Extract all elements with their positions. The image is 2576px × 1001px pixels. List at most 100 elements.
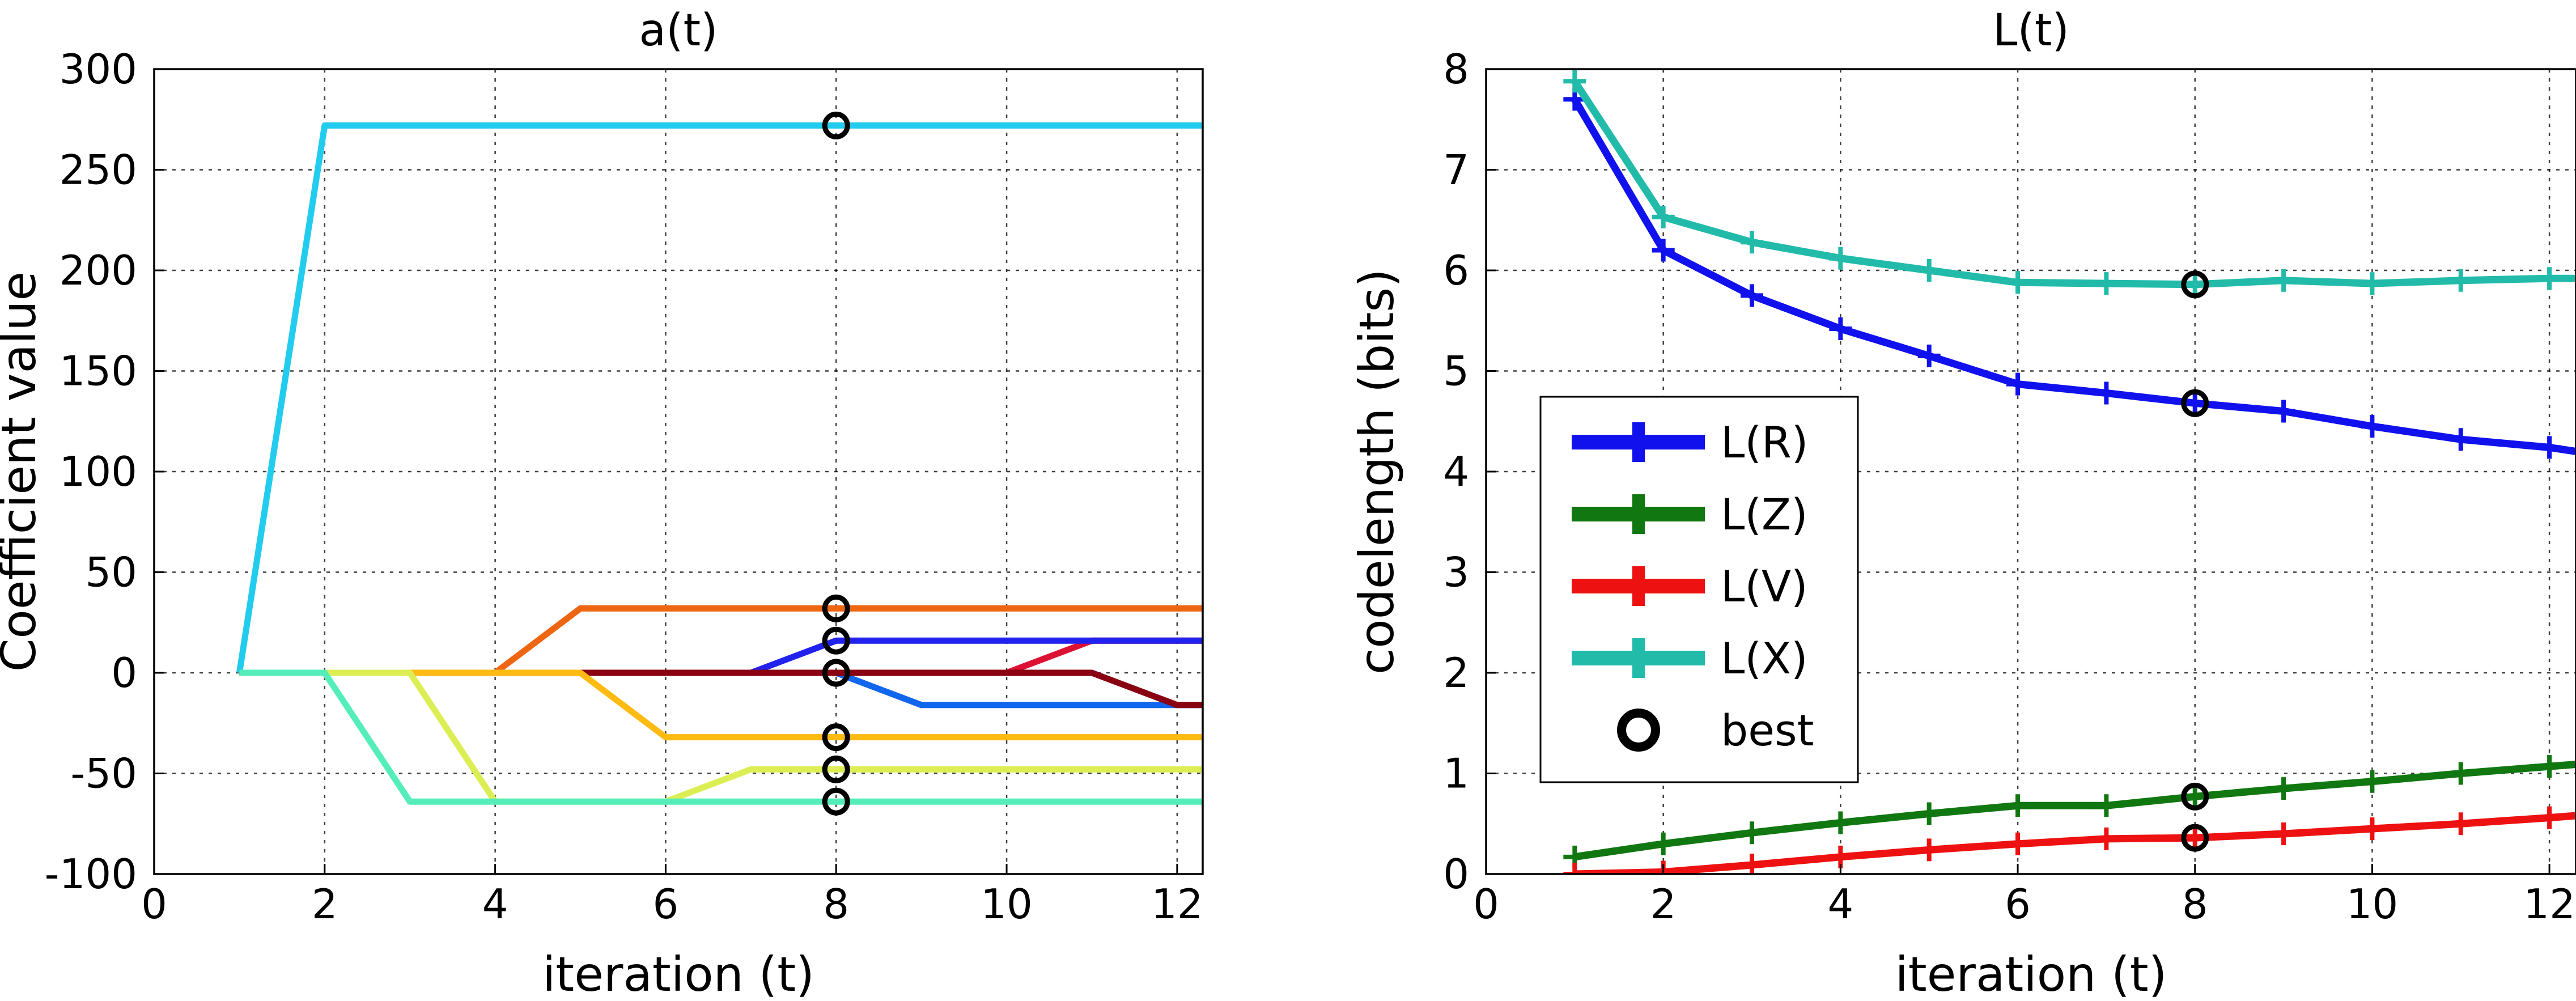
y-axis-label: codelength (bits) [1349, 269, 1404, 675]
y-tick-label: -50 [70, 750, 137, 798]
data-point [2095, 794, 2118, 817]
data-point [2183, 273, 2206, 296]
legend-label: L(R) [1721, 417, 1808, 468]
y-tick-label: 3 [1443, 549, 1469, 596]
best-marker [822, 626, 850, 655]
x-axis-label: iteration (t) [1895, 947, 2167, 1001]
data-point [2449, 428, 2472, 451]
x-tick-label: 10 [981, 880, 1033, 928]
series-line-2 [239, 637, 1203, 676]
data-point [2095, 827, 2118, 850]
data-point [2272, 400, 2295, 423]
data-point [2183, 392, 2206, 415]
series-line-7 [239, 669, 1203, 805]
y-tick-label: 300 [60, 45, 137, 93]
best-marker [2181, 782, 2209, 811]
x-tick-label: 4 [1827, 880, 1853, 928]
y-tick-label: 150 [60, 347, 137, 395]
y-tick-label: 0 [111, 649, 137, 697]
x-tick-label: 6 [653, 880, 679, 928]
data-point [1563, 863, 1586, 874]
best-marker [822, 787, 850, 816]
legend-label: L(Z) [1721, 489, 1808, 540]
legend-item: L(X) [1572, 633, 1808, 684]
data-point [2361, 817, 2384, 841]
y-tick-label: 0 [1443, 850, 1469, 898]
y-tick-label: 1 [1443, 750, 1469, 798]
legend-item: L(R) [1572, 417, 1808, 468]
y-tick-label: 2 [1443, 649, 1469, 697]
data-point [2449, 812, 2472, 835]
data-point [2361, 770, 2384, 793]
x-tick-label: 6 [2005, 880, 2031, 928]
legend-item-best: best [1617, 705, 1814, 756]
data-point [1652, 205, 1675, 228]
best-marker [2181, 389, 2209, 417]
data-point [2272, 822, 2295, 845]
data-point [1829, 247, 1852, 270]
x-tick-label: 12 [1151, 880, 1203, 928]
data-point [2538, 755, 2561, 778]
chart-title: L(t) [1993, 5, 2069, 56]
data-point [1917, 802, 1941, 825]
best-marker [822, 111, 850, 139]
legend-label: best [1721, 705, 1814, 756]
x-tick-label: 0 [1473, 880, 1499, 928]
data-point [2538, 267, 2561, 290]
x-tick-label: 10 [2346, 880, 2399, 928]
data-point [2006, 372, 2030, 396]
y-tick-label: 5 [1443, 347, 1469, 395]
series-line-4 [239, 669, 1203, 709]
data-point [2183, 826, 2206, 850]
chart-title: a(t) [639, 5, 718, 56]
data-point [2272, 269, 2295, 292]
data-point [1917, 838, 1941, 862]
x-tick-label: 0 [141, 880, 167, 928]
legend-item: L(V) [1572, 561, 1808, 612]
data-point [1741, 854, 1764, 874]
y-tick-label: 100 [60, 448, 137, 495]
series-line-5 [239, 669, 1203, 709]
y-tick-label: 200 [60, 247, 137, 294]
data-point [1829, 811, 1852, 834]
x-axis-label: iteration (t) [542, 947, 814, 1001]
data-point [1917, 259, 1941, 282]
x-tick-label: 8 [823, 880, 849, 928]
data-point [1652, 832, 1675, 855]
legend: L(R) L(Z) L(V) L(X) best [1539, 396, 1859, 783]
best-marker [822, 723, 850, 752]
data-point [2095, 381, 2118, 405]
y-tick-label: -100 [45, 850, 137, 898]
best-marker [822, 755, 850, 783]
data-point [2183, 785, 2206, 808]
legend-item: L(Z) [1572, 489, 1808, 540]
y-tick-label: 4 [1443, 448, 1469, 495]
data-point [2449, 269, 2472, 292]
data-point [1563, 70, 1586, 93]
y-tick-label: 7 [1443, 146, 1469, 194]
y-tick-label: 8 [1443, 45, 1469, 93]
best-marker [2181, 270, 2209, 299]
data-point [1917, 344, 1941, 367]
best-marker [822, 594, 850, 622]
data-point [1741, 284, 1764, 307]
data-point [2006, 794, 2030, 817]
data-point [2538, 436, 2561, 459]
data-point [2361, 415, 2384, 438]
x-tick-label: 12 [2523, 880, 2575, 928]
series-line-0 [236, 122, 1203, 673]
data-point [2449, 762, 2472, 785]
data-point [2272, 777, 2295, 800]
series-line-3 [239, 637, 1203, 676]
data-point [2361, 272, 2384, 295]
data-point [1741, 821, 1764, 845]
data-point [2538, 806, 2561, 829]
legend-label: L(X) [1721, 633, 1808, 684]
x-tick-label: 2 [312, 880, 338, 928]
data-point [1741, 231, 1764, 254]
y-tick-label: 250 [60, 146, 137, 194]
data-point [2095, 272, 2118, 295]
